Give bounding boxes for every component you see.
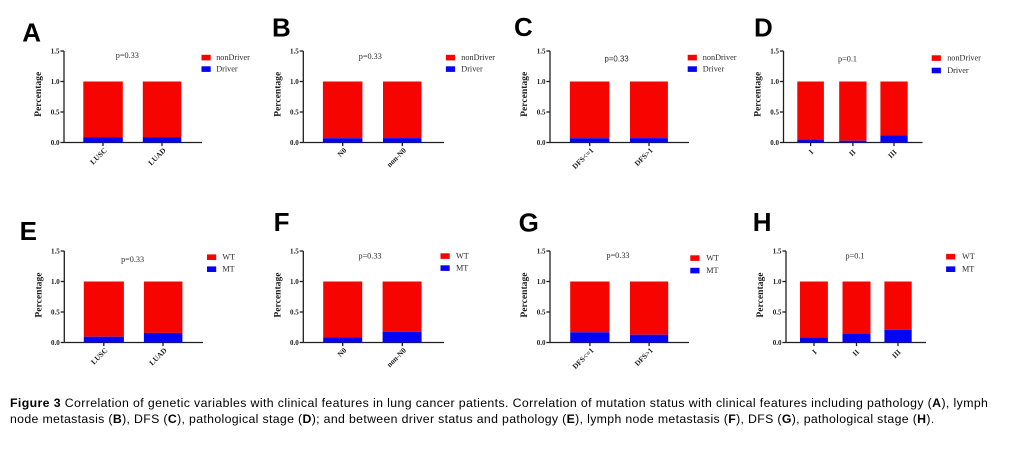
svg-text:N0: N0 bbox=[336, 346, 349, 359]
svg-text:1.5: 1.5 bbox=[51, 47, 60, 55]
svg-text:III: III bbox=[890, 347, 903, 360]
svg-text:nonDriver: nonDriver bbox=[461, 53, 495, 62]
svg-text:Percentage: Percentage bbox=[33, 71, 44, 117]
svg-text:nonDriver: nonDriver bbox=[947, 54, 981, 63]
svg-text:Percentage: Percentage bbox=[753, 71, 764, 117]
svg-text:p=0.33: p=0.33 bbox=[605, 54, 629, 63]
svg-text:H: H bbox=[753, 207, 772, 237]
svg-text:II: II bbox=[851, 347, 862, 358]
svg-text:Percentage: Percentage bbox=[519, 71, 530, 117]
svg-text:WT: WT bbox=[222, 253, 235, 262]
svg-text:1.0: 1.0 bbox=[770, 78, 779, 86]
svg-text:0.0: 0.0 bbox=[537, 139, 546, 147]
svg-text:0.0: 0.0 bbox=[51, 139, 60, 147]
svg-text:1.5: 1.5 bbox=[773, 247, 782, 255]
svg-text:LUAD: LUAD bbox=[147, 345, 169, 367]
svg-text:0.0: 0.0 bbox=[537, 339, 546, 347]
svg-text:N0: N0 bbox=[336, 146, 349, 159]
svg-text:0.5: 0.5 bbox=[51, 308, 60, 316]
svg-text:B: B bbox=[272, 13, 291, 43]
svg-text:0.0: 0.0 bbox=[290, 139, 299, 147]
svg-text:p=0.1: p=0.1 bbox=[838, 54, 857, 63]
svg-text:I: I bbox=[810, 347, 818, 355]
svg-text:F: F bbox=[274, 207, 290, 237]
svg-text:II: II bbox=[847, 147, 858, 158]
svg-text:WT: WT bbox=[962, 252, 975, 261]
svg-text:Percentage: Percentage bbox=[519, 272, 530, 318]
svg-text:LUSC: LUSC bbox=[89, 346, 110, 367]
svg-text:0.5: 0.5 bbox=[770, 108, 779, 116]
svg-text:p=0.33: p=0.33 bbox=[606, 251, 629, 260]
svg-text:1.5: 1.5 bbox=[537, 247, 546, 255]
svg-text:1.5: 1.5 bbox=[770, 47, 779, 55]
svg-text:0.0: 0.0 bbox=[773, 339, 782, 347]
svg-text:p=0.33: p=0.33 bbox=[121, 255, 144, 264]
svg-text:Percentage: Percentage bbox=[272, 272, 283, 318]
svg-text:Driver: Driver bbox=[947, 66, 969, 75]
svg-text:0.5: 0.5 bbox=[537, 108, 546, 116]
svg-text:I: I bbox=[807, 147, 815, 155]
svg-text:III: III bbox=[886, 147, 899, 160]
svg-text:1.5: 1.5 bbox=[51, 247, 60, 255]
svg-text:1.0: 1.0 bbox=[773, 278, 782, 286]
svg-text:G: G bbox=[519, 208, 539, 238]
svg-text:1.5: 1.5 bbox=[537, 47, 546, 55]
svg-text:non-N0: non-N0 bbox=[385, 146, 408, 169]
svg-text:p=0.33: p=0.33 bbox=[359, 52, 382, 61]
svg-text:LUSC: LUSC bbox=[88, 146, 109, 167]
svg-text:DFS>1: DFS>1 bbox=[633, 346, 655, 368]
svg-text:0.5: 0.5 bbox=[290, 308, 299, 316]
svg-text:Driver: Driver bbox=[216, 65, 238, 74]
svg-text:1.5: 1.5 bbox=[290, 47, 299, 55]
svg-text:1.0: 1.0 bbox=[290, 278, 299, 286]
svg-text:p=0.1: p=0.1 bbox=[846, 252, 865, 261]
svg-text:DFS<=1: DFS<=1 bbox=[571, 346, 596, 371]
svg-text:nonDriver: nonDriver bbox=[703, 53, 737, 62]
svg-text:1.0: 1.0 bbox=[51, 278, 60, 286]
svg-text:DFS>1: DFS>1 bbox=[633, 146, 655, 168]
svg-text:MT: MT bbox=[706, 266, 718, 275]
svg-text:p=0.33: p=0.33 bbox=[358, 251, 381, 260]
svg-text:MT: MT bbox=[456, 264, 468, 273]
svg-text:0.5: 0.5 bbox=[51, 108, 60, 116]
svg-text:0.0: 0.0 bbox=[290, 339, 299, 347]
svg-text:1.5: 1.5 bbox=[290, 247, 299, 255]
svg-text:nonDriver: nonDriver bbox=[216, 53, 250, 62]
svg-text:Percentage: Percentage bbox=[33, 272, 44, 318]
svg-text:Driver: Driver bbox=[461, 65, 483, 74]
svg-text:LUAD: LUAD bbox=[146, 145, 168, 167]
svg-text:E: E bbox=[20, 216, 37, 246]
svg-text:0.5: 0.5 bbox=[290, 108, 299, 116]
svg-text:Percentage: Percentage bbox=[272, 71, 283, 117]
svg-text:C: C bbox=[514, 12, 533, 42]
svg-text:Driver: Driver bbox=[703, 65, 725, 74]
svg-text:0.0: 0.0 bbox=[51, 339, 60, 347]
svg-text:1.0: 1.0 bbox=[51, 78, 60, 86]
svg-text:Percentage: Percentage bbox=[755, 272, 766, 318]
svg-text:0.0: 0.0 bbox=[770, 139, 779, 147]
svg-text:1.0: 1.0 bbox=[537, 78, 546, 86]
svg-text:WT: WT bbox=[706, 254, 719, 263]
svg-text:A: A bbox=[22, 17, 41, 47]
svg-text:non-N0: non-N0 bbox=[385, 346, 408, 369]
svg-text:p=0.33: p=0.33 bbox=[116, 51, 139, 60]
svg-text:DFS<=1: DFS<=1 bbox=[570, 146, 595, 171]
svg-text:MT: MT bbox=[962, 265, 974, 274]
svg-text:MT: MT bbox=[222, 265, 234, 274]
svg-text:0.5: 0.5 bbox=[773, 308, 782, 316]
svg-text:1.0: 1.0 bbox=[290, 78, 299, 86]
svg-text:WT: WT bbox=[456, 252, 469, 261]
svg-text:D: D bbox=[754, 12, 773, 42]
svg-text:0.5: 0.5 bbox=[537, 308, 546, 316]
svg-text:1.0: 1.0 bbox=[537, 278, 546, 286]
